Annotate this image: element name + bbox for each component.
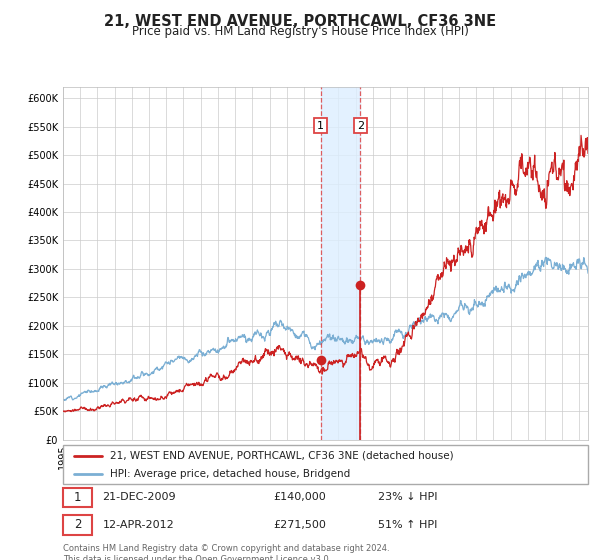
Text: HPI: Average price, detached house, Bridgend: HPI: Average price, detached house, Brid… — [110, 469, 350, 479]
Text: 23% ↓ HPI: 23% ↓ HPI — [378, 492, 437, 502]
Text: 2: 2 — [74, 519, 81, 531]
Text: Price paid vs. HM Land Registry's House Price Index (HPI): Price paid vs. HM Land Registry's House … — [131, 25, 469, 38]
Text: £140,000: £140,000 — [273, 492, 326, 502]
Text: 51% ↑ HPI: 51% ↑ HPI — [378, 520, 437, 530]
Text: 12-APR-2012: 12-APR-2012 — [103, 520, 174, 530]
Bar — [320, 87, 361, 440]
Text: 21, WEST END AVENUE, PORTHCAWL, CF36 3NE (detached house): 21, WEST END AVENUE, PORTHCAWL, CF36 3NE… — [110, 451, 454, 461]
Bar — [63, 488, 92, 507]
Text: 2: 2 — [357, 120, 364, 130]
Text: Contains HM Land Registry data © Crown copyright and database right 2024.
This d: Contains HM Land Registry data © Crown c… — [63, 544, 389, 560]
Bar — [63, 515, 92, 535]
Text: 21, WEST END AVENUE, PORTHCAWL, CF36 3NE: 21, WEST END AVENUE, PORTHCAWL, CF36 3NE — [104, 14, 496, 29]
Text: 21-DEC-2009: 21-DEC-2009 — [103, 492, 176, 502]
Text: 1: 1 — [317, 120, 324, 130]
Text: 1: 1 — [74, 491, 81, 504]
Text: £271,500: £271,500 — [273, 520, 326, 530]
